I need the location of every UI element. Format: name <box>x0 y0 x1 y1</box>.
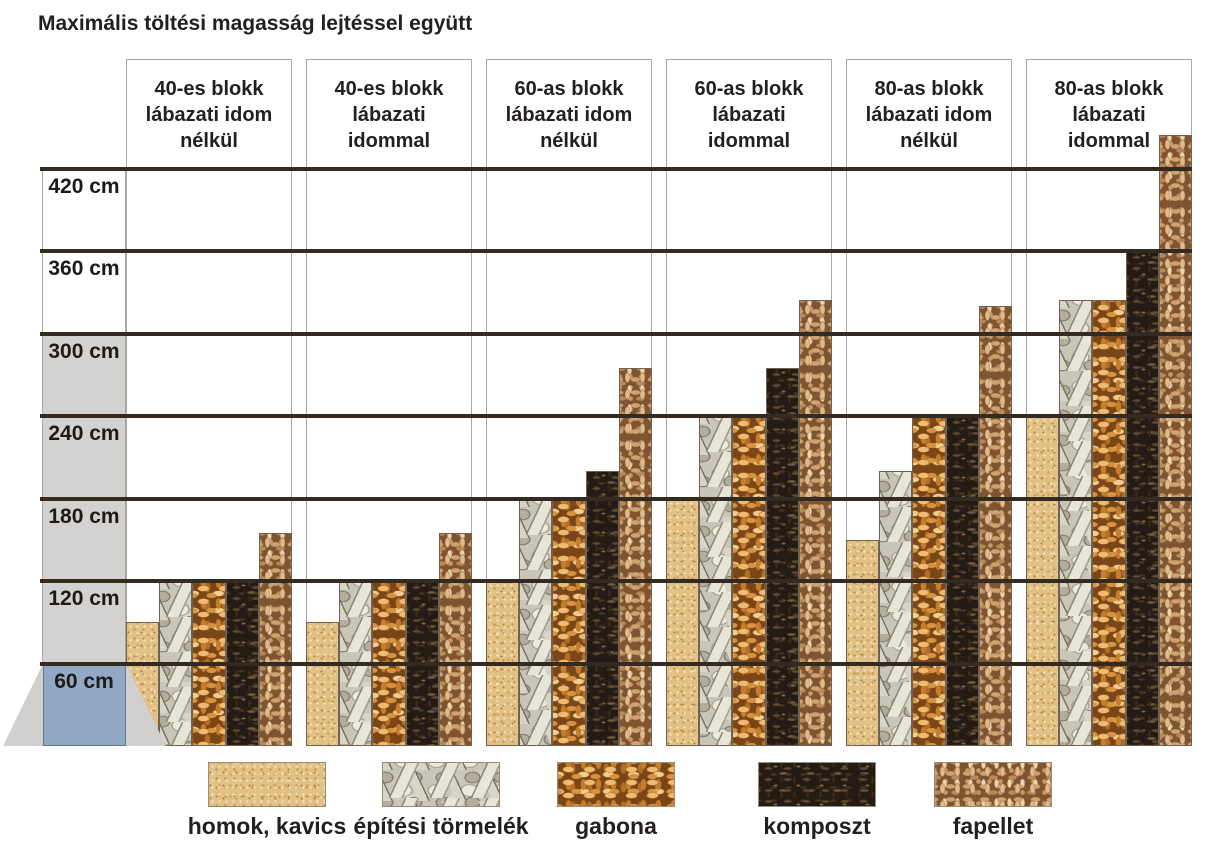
group-header-line: 40-es blokk <box>154 78 264 100</box>
legend-item-pellet: fapellet <box>883 762 1103 840</box>
bar-sand <box>846 539 880 746</box>
gridline-420cm <box>40 167 1192 171</box>
bar-rubble <box>519 498 553 746</box>
y-tick-label-420: 420 cm <box>48 175 120 198</box>
legend-item-sand: homok, kavics <box>157 762 377 840</box>
bar-rubble <box>879 471 913 746</box>
group-header-line: 60-as blokk <box>694 78 804 100</box>
group-header-line: idommal <box>1067 130 1151 152</box>
legend-label-sand: homok, kavics <box>187 813 347 839</box>
legend-swatch-rubble <box>382 762 500 807</box>
group-header-line: lábazati idom <box>505 104 633 126</box>
legend-item-compost: komposzt <box>707 762 927 840</box>
gridline-240cm <box>40 414 1192 419</box>
group-header-line: lábazati <box>712 104 786 126</box>
gridline-180cm <box>40 496 1192 501</box>
legend-item-grain: gabona <box>506 762 726 840</box>
group-header-line: idommal <box>707 130 791 152</box>
legend-label-rubble: építési törmelék <box>353 813 529 839</box>
wall-block <box>43 663 126 746</box>
bar-pellet <box>618 368 652 746</box>
gridline-300cm <box>40 331 1192 336</box>
chart-title: Maximális töltési magasság lejtéssel egy… <box>38 12 473 35</box>
y-tick-label-180: 180 cm <box>48 504 120 528</box>
group-header: 80-as blokk lábazati idom nélkül <box>847 60 1011 170</box>
group-header-line: lábazati <box>352 104 426 126</box>
group-header: 40-es blokk lábazati idommal <box>307 60 471 170</box>
legend-item-rubble: építési törmelék <box>331 762 551 840</box>
gridline-360cm <box>40 249 1192 254</box>
group-header-line: lábazati idom <box>865 104 993 126</box>
group-header-line: nélkül <box>900 130 958 152</box>
gridline-60cm <box>40 661 1192 666</box>
bar-rubble <box>1059 299 1093 746</box>
bar-pellet <box>438 533 472 746</box>
y-tick-label-240: 240 cm <box>48 422 120 446</box>
group-header: 60-as blokk lábazati idommal <box>667 60 831 170</box>
bar-pellet <box>1158 134 1192 746</box>
legend-swatch-sand <box>208 762 326 807</box>
group-header: 80-as blokk lábazati idommal <box>1027 60 1191 170</box>
legend-label-grain: gabona <box>575 813 657 839</box>
bar-sand <box>306 622 340 746</box>
bar-grain <box>1092 299 1126 746</box>
group-header-line: 40-es blokk <box>334 78 444 100</box>
group-header-line: nélkül <box>540 130 598 152</box>
y-tick-label-120: 120 cm <box>48 587 120 611</box>
bar-pellet <box>798 299 832 746</box>
group-header-line: 80-as blokk <box>1054 78 1164 100</box>
group-header-line: idommal <box>347 130 431 152</box>
group-header: 60-as blokk lábazati idom nélkül <box>487 60 651 170</box>
y-tick-label-60: 60 cm <box>54 669 114 693</box>
y-tick-label-300: 300 cm <box>48 339 120 363</box>
legend-label-compost: komposzt <box>763 813 871 839</box>
legend-label-pellet: fapellet <box>952 813 1034 839</box>
legend-swatch-pellet <box>934 762 1052 807</box>
bar-grain <box>552 498 586 746</box>
bar-pellet <box>258 533 292 746</box>
group-header: 40-es blokk lábazati idom nélkül <box>127 60 291 170</box>
bar-compost <box>585 471 619 746</box>
bar-sand <box>666 498 700 746</box>
legend-swatch-grain <box>557 762 675 807</box>
group-header-line: nélkül <box>180 130 238 152</box>
group-header-line: 60-as blokk <box>514 78 624 100</box>
bar-pellet <box>978 306 1012 746</box>
group-header-line: lábazati <box>1072 104 1146 126</box>
bar-compost <box>765 368 799 746</box>
group-header-line: lábazati idom <box>145 104 273 126</box>
y-tick-label-360: 360 cm <box>48 257 120 281</box>
legend-swatch-compost <box>758 762 876 807</box>
gridline-120cm <box>40 579 1192 584</box>
group-header-line: 80-as blokk <box>874 78 984 100</box>
